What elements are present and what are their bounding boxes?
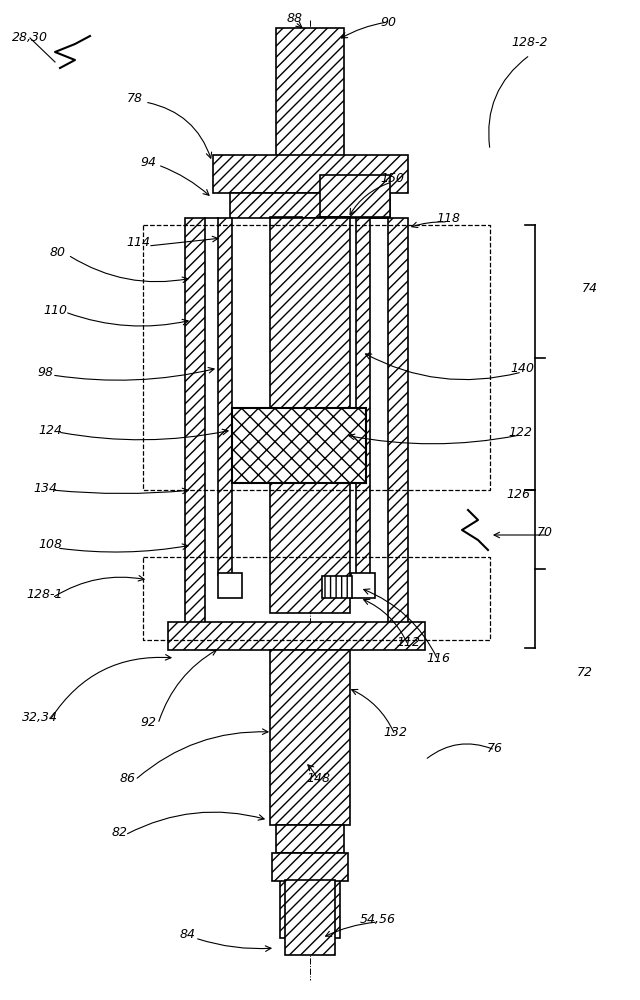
Bar <box>280 853 340 938</box>
Text: 128-1: 128-1 <box>27 588 63 601</box>
Text: 88: 88 <box>287 11 303 24</box>
Bar <box>232 408 366 483</box>
Text: 122: 122 <box>508 426 532 438</box>
Text: 70: 70 <box>537 526 553 538</box>
Text: 76: 76 <box>487 742 503 754</box>
Text: 32,34: 32,34 <box>22 712 58 724</box>
Text: 132: 132 <box>383 726 407 738</box>
Text: 86: 86 <box>120 772 136 784</box>
Bar <box>322 576 352 598</box>
Text: 78: 78 <box>127 92 143 104</box>
Text: 110: 110 <box>43 304 67 316</box>
Bar <box>218 218 232 575</box>
Text: 114: 114 <box>126 235 150 248</box>
Text: 118: 118 <box>436 212 460 225</box>
Text: 90: 90 <box>380 15 396 28</box>
Text: 150: 150 <box>380 172 404 184</box>
Text: 98: 98 <box>37 365 53 378</box>
Bar <box>272 853 348 881</box>
Text: 74: 74 <box>582 282 598 294</box>
Text: 92: 92 <box>140 716 156 728</box>
Text: 28,30: 28,30 <box>12 31 48 44</box>
Bar <box>388 218 408 648</box>
Text: 140: 140 <box>510 361 534 374</box>
Text: 94: 94 <box>140 155 156 168</box>
Bar <box>276 825 344 853</box>
Bar <box>168 622 425 650</box>
Bar <box>213 155 408 193</box>
Text: 82: 82 <box>112 826 128 838</box>
Text: 134: 134 <box>33 482 57 494</box>
Bar <box>356 218 370 575</box>
Bar <box>270 218 350 613</box>
Text: 72: 72 <box>577 666 593 678</box>
Text: 116: 116 <box>426 652 450 664</box>
Bar <box>218 573 242 598</box>
Bar <box>276 28 344 156</box>
Bar <box>285 880 335 955</box>
Text: 128-2: 128-2 <box>512 35 548 48</box>
Text: 54,56: 54,56 <box>360 914 396 926</box>
Text: 112: 112 <box>396 636 420 648</box>
Text: 108: 108 <box>38 538 62 552</box>
Text: 124: 124 <box>38 424 62 436</box>
Bar <box>320 175 390 217</box>
Text: 148: 148 <box>306 772 330 784</box>
Text: 80: 80 <box>50 245 66 258</box>
Text: 126: 126 <box>506 488 530 502</box>
Bar <box>230 193 390 218</box>
Bar <box>351 573 375 598</box>
Text: 84: 84 <box>180 928 196 942</box>
Bar <box>185 218 205 648</box>
Bar <box>270 650 350 825</box>
